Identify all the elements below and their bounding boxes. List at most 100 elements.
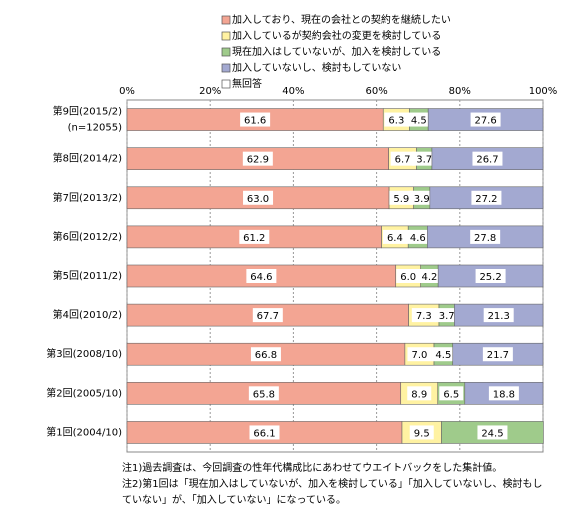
value-label-bg (250, 347, 281, 362)
x-tick-label: 80% (449, 86, 471, 97)
value-label: 21.7 (487, 350, 509, 361)
value-label: 61.6 (244, 116, 266, 127)
value-label: 24.5 (481, 428, 503, 439)
value-label-bg (246, 269, 277, 283)
value-label-bg (472, 151, 503, 166)
value-label-bg (243, 190, 274, 205)
value-label: 21.3 (488, 311, 510, 322)
value-label-bg (405, 229, 430, 244)
value-label-bg (382, 229, 407, 244)
value-label: 65.8 (253, 389, 275, 400)
value-label: 6.7 (395, 155, 411, 166)
value-label: 3.9 (414, 194, 430, 205)
value-label: 27.8 (474, 233, 496, 244)
value-label-bg (252, 308, 283, 323)
value-label-bg (439, 386, 464, 401)
value-label: 61.2 (243, 233, 265, 244)
value-label: 3.7 (416, 155, 432, 166)
value-label-bg (389, 190, 414, 205)
value-label: 6.3 (388, 116, 404, 127)
value-label-bg (249, 425, 280, 440)
value-label-bg (240, 112, 271, 127)
value-label: 25.2 (479, 272, 501, 283)
legend-swatch (221, 63, 231, 73)
value-label-bg (239, 229, 270, 244)
value-label-bg (407, 386, 432, 401)
value-label: 26.7 (476, 155, 498, 166)
note: ていない」が、「加入していない」になっている。 (122, 493, 346, 506)
value-label: 18.8 (493, 389, 515, 400)
value-label: 64.6 (250, 272, 272, 283)
x-tick-label: 60% (365, 86, 387, 97)
value-label-bg (411, 308, 436, 323)
value-label-bg (477, 425, 508, 440)
category-label: 第8回(2014/2) (53, 152, 122, 165)
note: 注1)過去調査は、今回調査の性年代構成比にあわせてウエイトバックをした集計値。 (122, 461, 502, 474)
value-label-bg (406, 112, 431, 127)
value-label: 66.1 (253, 428, 275, 439)
value-label-bg (482, 347, 513, 362)
category-label: 第4回(2010/2) (53, 308, 122, 321)
category-label: 第5回(2011/2) (53, 269, 122, 282)
value-label-bg (409, 425, 434, 440)
legend-swatch (221, 47, 231, 57)
legend-label: 加入しており、現在の会社との契約を継続したい (232, 13, 451, 26)
value-label-bg (488, 386, 519, 401)
value-label: 27.6 (474, 116, 496, 127)
x-tick-label: 40% (282, 86, 304, 97)
value-label-bg (475, 269, 506, 283)
value-label-bg (396, 269, 421, 283)
value-label: 4.6 (410, 233, 426, 244)
value-label: 5.9 (393, 194, 409, 205)
category-label: 第2回(2005/10) (46, 386, 122, 399)
category-label: 第7回(2013/2) (53, 191, 122, 204)
legend-swatch (221, 79, 231, 89)
value-label: 7.0 (411, 350, 427, 361)
value-label: 6.4 (387, 233, 403, 244)
category-label: 第9回(2015/2) (53, 105, 122, 118)
value-label: 6.5 (443, 389, 459, 400)
value-label-bg (483, 308, 514, 323)
value-label: 66.8 (255, 350, 277, 361)
x-tick-label: 0% (119, 86, 135, 97)
value-label: 62.9 (247, 155, 269, 166)
value-label: 63.0 (247, 194, 269, 205)
value-label: 4.5 (411, 116, 427, 127)
category-label: 第6回(2012/2) (53, 230, 122, 243)
value-label-bg (412, 151, 437, 166)
category-sublabel: (n=12055) (68, 123, 122, 134)
value-label: 6.0 (400, 272, 416, 283)
value-label: 3.7 (439, 311, 455, 322)
value-label: 4.2 (421, 272, 437, 283)
value-label-bg (384, 112, 409, 127)
legend-label: 無回答 (232, 77, 262, 90)
legend-label: 現在加入はしていないが、加入を検討している (232, 45, 441, 58)
legend-label: 加入しているが契約会社の変更を検討している (232, 29, 441, 42)
value-label: 7.3 (416, 311, 432, 322)
value-label-bg (390, 151, 415, 166)
value-label-bg (409, 190, 434, 205)
value-label-bg (248, 386, 279, 401)
category-label: 第3回(2008/10) (46, 347, 122, 360)
value-label: 67.7 (257, 311, 279, 322)
category-label: 第1回(2004/10) (46, 425, 122, 438)
note: 注2)第1回は「現在加入はしていないが、加入を検討している」「加入していないし、… (122, 477, 543, 490)
value-label-bg (242, 151, 273, 166)
value-label: 8.9 (411, 389, 427, 400)
value-label-bg (471, 190, 502, 205)
value-label: 9.5 (414, 428, 430, 439)
value-label-bg (417, 269, 442, 283)
legend-swatch (221, 15, 231, 25)
legend-label: 加入していないし、検討もしていない (232, 61, 401, 74)
x-tick-label: 20% (199, 86, 221, 97)
value-label-bg (407, 347, 432, 362)
x-tick-label: 100% (529, 86, 558, 97)
value-label-bg (434, 308, 459, 323)
value-label: 27.2 (475, 194, 497, 205)
value-label: 4.5 (435, 350, 451, 361)
value-label-bg (470, 229, 501, 244)
value-label-bg (431, 347, 456, 362)
legend-swatch (221, 31, 231, 41)
